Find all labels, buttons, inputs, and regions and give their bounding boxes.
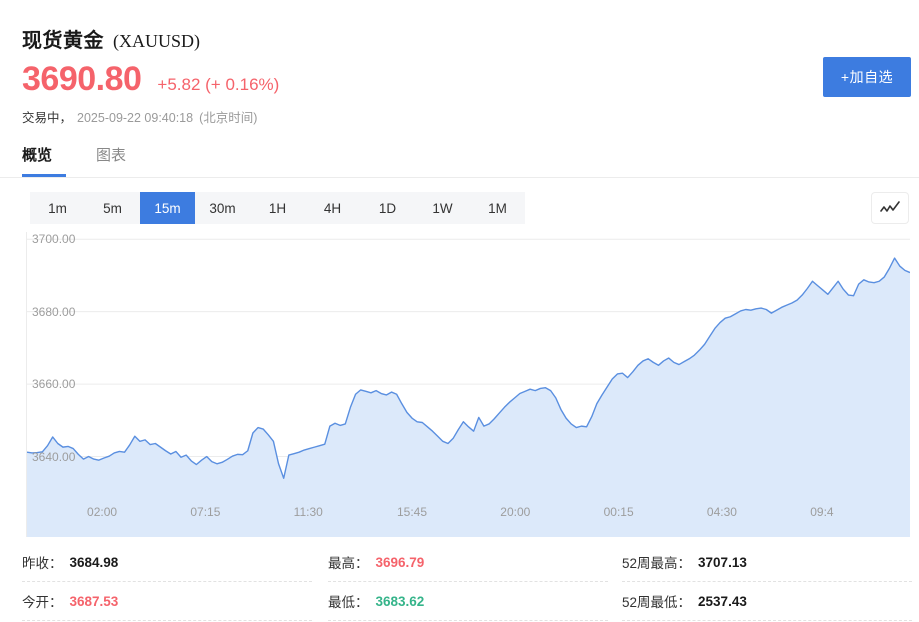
timeframe-1d[interactable]: 1D (378, 200, 397, 216)
stat-value: 3707.13 (698, 554, 747, 570)
timeframe-1m[interactable]: 1M (488, 200, 507, 216)
price-chart[interactable]: 3700.00 3680.00 3660.00 3640.00 02:00 07:15 1… (26, 232, 910, 537)
x-axis-tick: 15:45 (396, 505, 427, 519)
tab-bar: 概览 图表 (0, 143, 919, 178)
tab-overview[interactable]: 概览 (22, 147, 53, 164)
stat-item: 52周最高： 3707.13 (622, 543, 912, 582)
timeframe-1w[interactable]: 1W (432, 200, 453, 216)
add-to-watchlist-button[interactable]: +加自选 (823, 57, 911, 97)
stat-label: 52周最低： (622, 595, 692, 610)
stat-label: 今开： (22, 595, 63, 610)
x-axis-tick: 02:00 (87, 505, 118, 519)
stat-item: 昨收： 3684.98 (22, 543, 312, 582)
stat-item: 今开： 3687.53 (22, 582, 312, 621)
stat-item: 最高： 3696.79 (328, 543, 608, 582)
stat-value: 3696.79 (375, 554, 425, 570)
market-status: 交易中， (22, 111, 73, 125)
stat-label: 52周最高： (622, 556, 692, 571)
stat-label: 最高： (328, 556, 369, 571)
chart-type-toggle-button[interactable] (871, 192, 909, 224)
timeframe-30m[interactable]: 30m (209, 200, 236, 216)
y-axis-tick: 3640.00 (32, 449, 76, 464)
timeframe-1h[interactable]: 1H (268, 200, 287, 216)
quote-timestamp: 2025-09-22 09:40:18 (77, 111, 194, 125)
stat-label: 最低： (328, 595, 369, 610)
instrument-header: 现货黄金 (XAUUSD) 3690.80 +5.82 (+ 0.16%) 交易… (0, 0, 919, 140)
market-status-row: 交易中， 2025-09-22 09:40:18 (北京时间) (22, 107, 257, 126)
timeframe-4h[interactable]: 4H (323, 200, 342, 216)
stat-value: 3684.98 (69, 554, 119, 570)
active-tab-indicator (22, 174, 66, 177)
stat-value: 3687.53 (69, 593, 119, 609)
stat-value: 2537.43 (698, 593, 747, 609)
stat-item: 最低： 3683.62 (328, 582, 608, 621)
x-axis-tick: 20:00 (500, 505, 531, 519)
chart-area-fill (27, 258, 910, 537)
timeframe-selector[interactable]: 1m 5m 15m 30m 1H 4H 1D 1W 1M (30, 192, 525, 224)
instrument-name: 现货黄金 (22, 30, 104, 52)
price-block: 3690.80 +5.82 (+ 0.16%) (22, 62, 279, 96)
instrument-symbol: (XAUUSD) (113, 31, 200, 51)
stat-value: 3683.62 (375, 593, 425, 609)
x-axis-tick: 09:4 (810, 505, 834, 519)
timeframe-15m[interactable]: 15m (140, 192, 195, 224)
current-price: 3690.80 (22, 60, 142, 98)
price-change: +5.82 (+ 0.16%) (157, 75, 280, 94)
quote-timezone: (北京时间) (199, 111, 258, 125)
stat-label: 昨收： (22, 556, 63, 571)
y-axis-tick: 3680.00 (32, 304, 76, 319)
tab-charts[interactable]: 图表 (96, 147, 127, 164)
page-title: 现货黄金 (XAUUSD) (22, 24, 200, 53)
x-axis-tick: 04:30 (706, 505, 737, 519)
x-axis-tick: 07:15 (190, 505, 221, 519)
stat-item: 52周最低： 2537.43 (622, 582, 912, 621)
price-chart-svg (27, 238, 910, 537)
x-axis-tick: 00:15 (603, 505, 634, 519)
timeframe-5m[interactable]: 5m (103, 200, 122, 216)
timeframe-1m[interactable]: 1m (48, 200, 67, 216)
x-axis-tick: 11:30 (293, 505, 323, 519)
y-axis-tick: 3700.00 (32, 232, 76, 247)
statistics-panel: 昨收： 3684.98 今开： 3687.53 最高： 3696.79 最低： 3683.62… (0, 543, 919, 622)
y-axis-tick: 3660.00 (32, 377, 76, 392)
chart-price-line (27, 258, 910, 478)
line-chart-icon (880, 201, 900, 212)
